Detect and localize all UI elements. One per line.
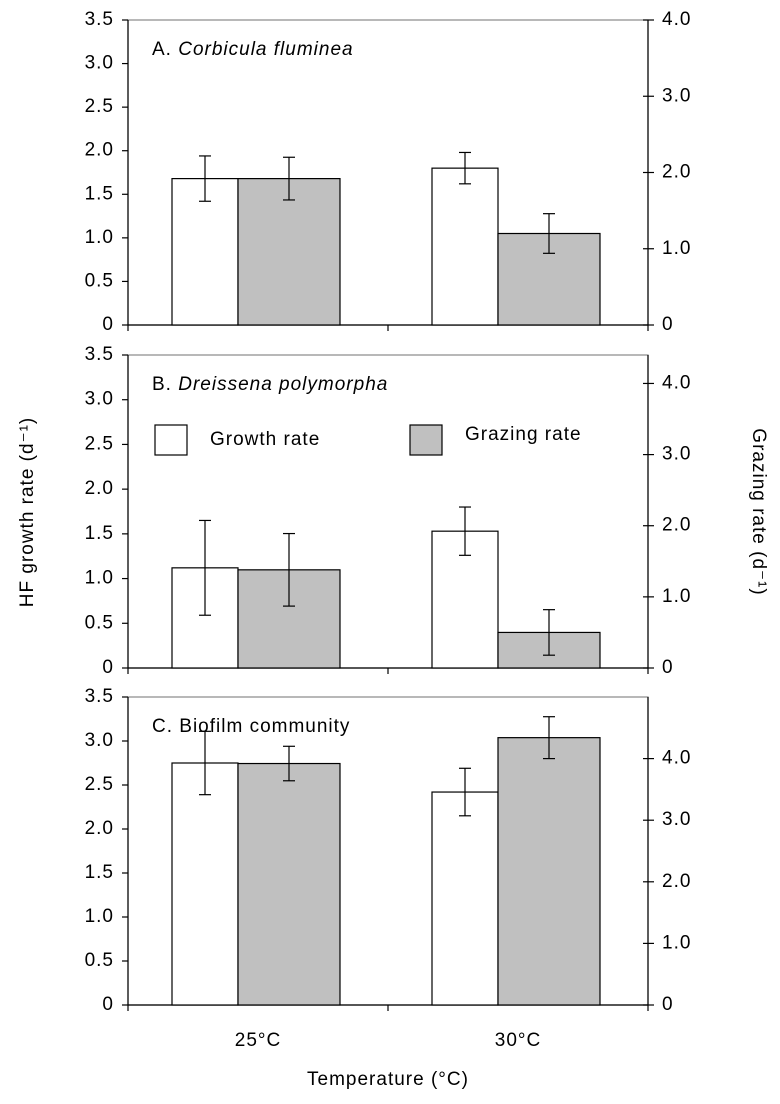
panel-title: B. Dreissena polymorpha [152, 374, 388, 395]
error-bar [283, 156, 295, 201]
y-tick-label: 0 [102, 314, 114, 335]
bar [171, 762, 239, 1006]
panel-title: A. Corbicula fluminea [152, 39, 354, 60]
error-bar [283, 532, 295, 607]
y2-tick-label: 2.0 [662, 162, 691, 183]
error-bar [543, 609, 555, 656]
bar [431, 791, 499, 1006]
y2-tick-label: 1.0 [662, 586, 691, 607]
y-tick-label: 1.0 [85, 568, 114, 589]
bar [497, 737, 601, 1006]
y-tick-label: 2.5 [85, 96, 114, 117]
legend-swatch [154, 424, 188, 456]
y-tick-label: 3.0 [85, 53, 114, 74]
y2-tick-label: 0 [662, 994, 674, 1015]
panel-label: C. [152, 716, 173, 737]
bar [431, 167, 499, 326]
y-tick-label: 2.0 [85, 140, 114, 161]
error-bar [199, 730, 211, 796]
y2-tick-label: 3.0 [662, 809, 691, 830]
bar [171, 178, 239, 326]
y-tick-label: 3.5 [85, 344, 114, 365]
y-tick-label: 0 [102, 657, 114, 678]
panel-title-text: Dreissena polymorpha [178, 374, 388, 395]
error-bar [543, 716, 555, 760]
error-bar [543, 213, 555, 254]
y-tick-label: 2.0 [85, 818, 114, 839]
y-tick-label: 2.5 [85, 774, 114, 795]
y-tick-label: 0 [102, 994, 114, 1015]
y-tick-label: 2.5 [85, 433, 114, 454]
panel-title: C. Biofilm community [152, 716, 350, 737]
y-tick-label: 3.5 [85, 9, 114, 30]
y-tick-label: 3.0 [85, 730, 114, 751]
y-tick-label: 1.5 [85, 862, 114, 883]
y-tick-label: 2.0 [85, 478, 114, 499]
y2-tick-label: 2.0 [662, 515, 691, 536]
y2-tick-label: 3.0 [662, 85, 691, 106]
panel-label: A. [152, 39, 172, 60]
error-bar [459, 506, 471, 556]
error-bar [199, 155, 211, 202]
y2-tick-label: 0 [662, 314, 674, 335]
y2-tick-label: 4.0 [662, 372, 691, 393]
error-bar [283, 745, 295, 782]
bar [237, 178, 341, 326]
y-tick-label: 0.5 [85, 950, 114, 971]
panel-label: B. [152, 374, 172, 395]
y2-tick-label: 4.0 [662, 748, 691, 769]
y-tick-label: 1.5 [85, 523, 114, 544]
y-tick-label: 0.5 [85, 270, 114, 291]
panel-title-text: Corbicula fluminea [178, 39, 353, 60]
error-bar [459, 151, 471, 185]
error-bar [199, 519, 211, 616]
x-tick-label: 25°C [235, 1030, 281, 1051]
y-tick-label: 3.5 [85, 686, 114, 707]
y-tick-label: 0.5 [85, 612, 114, 633]
legend-label: Grazing rate [465, 424, 582, 445]
y2-tick-label: 1.0 [662, 932, 691, 953]
legend-label: Growth rate [210, 429, 320, 450]
y-tick-label: 3.0 [85, 389, 114, 410]
y-tick-label: 1.5 [85, 183, 114, 204]
y2-axis-title: Grazing rate (d⁻¹) [748, 428, 769, 595]
y2-tick-label: 1.0 [662, 238, 691, 259]
x-tick-label: 30°C [495, 1030, 541, 1051]
legend-swatch [409, 424, 443, 456]
error-bar [459, 767, 471, 817]
panel-title-text: Biofilm community [179, 716, 350, 737]
bar [237, 762, 341, 1006]
y2-tick-label: 4.0 [662, 9, 691, 30]
y-axis-title: HF growth rate (d⁻¹) [17, 417, 38, 608]
y-tick-label: 1.0 [85, 906, 114, 927]
y2-tick-label: 2.0 [662, 871, 691, 892]
x-axis-title: Temperature (°C) [307, 1069, 469, 1090]
y-tick-label: 1.0 [85, 227, 114, 248]
y2-tick-label: 0 [662, 657, 674, 678]
y2-tick-label: 3.0 [662, 444, 691, 465]
